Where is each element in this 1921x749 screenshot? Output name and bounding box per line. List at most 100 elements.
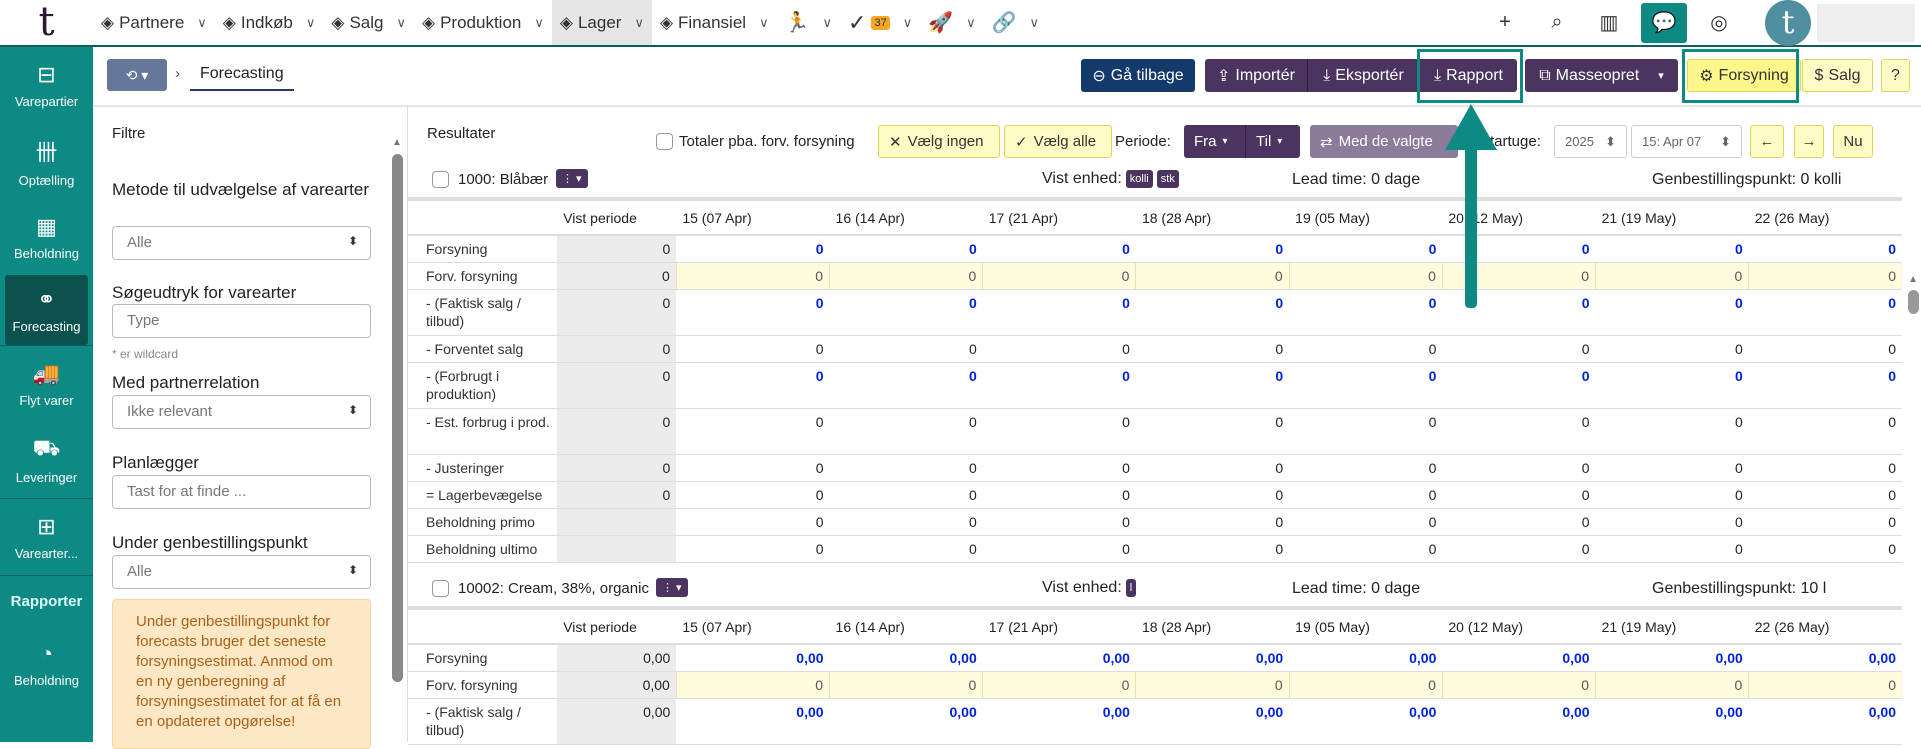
sidebar-item-flyt-varer[interactable]: 🚚 Flyt varer <box>0 346 93 422</box>
forecast-input-cell[interactable]: 0 <box>829 671 983 699</box>
value-cell[interactable]: 0 <box>982 235 1136 263</box>
reorder-select[interactable]: Alle ⬍ <box>112 555 371 589</box>
value-cell[interactable]: 0 <box>1289 235 1443 263</box>
unit-toggle[interactable]: stk <box>1156 170 1179 188</box>
value-cell[interactable]: 0 <box>1289 362 1443 409</box>
mass-create-button[interactable]: ⧉ Masseopret ▾ <box>1525 59 1678 92</box>
item-menu-dropdown[interactable]: ⋮ ▾ <box>556 169 588 188</box>
value-cell[interactable]: 0,00 <box>676 698 830 745</box>
period-from-dropdown[interactable]: Fra ▾ <box>1184 125 1245 158</box>
value-cell[interactable]: 0 <box>1135 362 1290 409</box>
value-cell[interactable]: 0 <box>1135 289 1290 336</box>
period-to-dropdown[interactable]: Til ▾ <box>1245 125 1300 158</box>
chat-icon[interactable]: 💬 <box>1641 2 1687 43</box>
value-cell[interactable]: 0 <box>676 235 830 263</box>
forecast-input-cell[interactable]: 0 <box>675 671 830 699</box>
prev-week-button[interactable]: ← <box>1750 125 1784 158</box>
avatar[interactable]: t <box>1765 0 1811 46</box>
week-select[interactable]: 15: Apr 07 ⬍ <box>1631 125 1742 158</box>
value-cell[interactable]: 0 <box>1595 362 1749 409</box>
forecast-input-cell[interactable]: 0 <box>1288 671 1443 699</box>
value-cell[interactable]: 0 <box>1442 362 1596 409</box>
method-select[interactable]: Alle ⬍ <box>112 226 371 260</box>
sidebar-item-optaelling[interactable]: 卌 Optælling <box>0 123 93 199</box>
select-none-button[interactable]: ✕ Vælg ingen <box>878 125 1000 158</box>
forecast-input-cell[interactable]: 0 <box>1135 262 1290 290</box>
breadcrumb-current[interactable]: Forecasting <box>190 61 294 91</box>
back-button[interactable]: ⊖ Gå tilbage <box>1081 59 1195 92</box>
supply-button[interactable]: ⚙ Forsyning <box>1687 59 1801 92</box>
value-cell[interactable]: 0,00 <box>1595 698 1749 745</box>
value-cell[interactable]: 0 <box>1748 235 1902 263</box>
forecast-input-cell[interactable]: 0 <box>829 262 983 290</box>
value-cell[interactable]: 0 <box>829 235 983 263</box>
barcode-icon[interactable]: ▥ <box>1599 12 1619 34</box>
value-cell[interactable]: 0 <box>676 362 830 409</box>
value-cell[interactable]: 0,00 <box>1289 644 1443 672</box>
nav-item-lager[interactable]: ◈ Lager ∨ <box>551 0 652 45</box>
forecast-input-cell[interactable]: 0 <box>1135 671 1290 699</box>
select-all-button[interactable]: ✓ Vælg alle <box>1004 125 1112 158</box>
sales-button[interactable]: $ Salg <box>1802 59 1873 92</box>
item-checkbox[interactable] <box>432 580 449 597</box>
forecast-input-cell[interactable]: 0 <box>1748 671 1902 699</box>
partner-select[interactable]: Ikke relevant ⬍ <box>112 395 371 429</box>
unit-toggle[interactable]: l <box>1125 579 1137 597</box>
search-input[interactable]: Type <box>112 304 371 338</box>
value-cell[interactable]: 0,00 <box>676 644 830 672</box>
nav-links[interactable]: 🔗 ∨ <box>984 0 1047 45</box>
with-selected-button[interactable]: ⇄ Med de valgte <box>1310 125 1458 158</box>
scroll-up-icon[interactable]: ▲ <box>1908 274 1918 285</box>
value-cell[interactable]: 0,00 <box>1442 698 1596 745</box>
value-cell[interactable]: 0,00 <box>982 644 1136 672</box>
item-menu-dropdown[interactable]: ⋮ ▾ <box>656 578 688 597</box>
item-checkbox[interactable] <box>432 171 449 188</box>
value-cell[interactable]: 0 <box>1595 289 1749 336</box>
export-button[interactable]: ⤓ Eksportér <box>1307 59 1419 92</box>
forecast-input-cell[interactable]: 0 <box>982 262 1136 290</box>
nav-tasks[interactable]: ✓ 37 ∨ <box>840 0 920 45</box>
checkbox[interactable] <box>656 133 673 150</box>
report-button[interactable]: ⤓ Rapport <box>1419 59 1517 92</box>
value-cell[interactable]: 0,00 <box>982 698 1136 745</box>
value-cell[interactable]: 0 <box>982 289 1136 336</box>
search-icon[interactable]: ⌕ <box>1551 11 1563 33</box>
planner-input[interactable]: Tast for at finde ... <box>112 475 371 509</box>
sidebar-item-varearter[interactable]: ⊞ Varearter... <box>0 499 93 575</box>
totals-checkbox[interactable]: Totaler pba. forv. forsyning <box>646 125 865 158</box>
forecast-input-cell[interactable]: 0 <box>1595 262 1749 290</box>
nav-item-salg[interactable]: ◈ Salg ∨ <box>323 0 414 45</box>
next-week-button[interactable]: → <box>1794 125 1824 158</box>
value-cell[interactable]: 0,00 <box>1748 644 1902 672</box>
forecast-input-cell[interactable]: 0 <box>1748 262 1902 290</box>
lifebuoy-icon[interactable]: ◎ <box>1710 12 1728 34</box>
forecast-input-cell[interactable]: 0 <box>1441 671 1596 699</box>
value-cell[interactable]: 0,00 <box>829 698 983 745</box>
value-cell[interactable]: 0,00 <box>1595 644 1749 672</box>
forecast-input-cell[interactable]: 0 <box>1595 671 1749 699</box>
nav-item-partnere[interactable]: ◈ Partnere ∨ <box>93 0 215 45</box>
sidebar-item-leveringer[interactable]: ⛟ Leveringer <box>0 422 93 498</box>
unit-toggle[interactable]: kolli <box>1125 170 1153 188</box>
value-cell[interactable]: 0 <box>1748 362 1902 409</box>
filter-scrollbar[interactable] <box>392 154 403 682</box>
forecast-input-cell[interactable]: 0 <box>1288 262 1443 290</box>
value-cell[interactable]: 0,00 <box>1748 698 1902 745</box>
sidebar-item-report-beholdning[interactable]: ◔ Beholdning <box>0 626 93 702</box>
sidebar-item-forecasting[interactable]: ⚭ Forecasting <box>5 275 88 345</box>
value-cell[interactable]: 0 <box>1289 289 1443 336</box>
nav-rocket[interactable]: 🚀 ∨ <box>920 0 983 45</box>
add-icon[interactable]: + <box>1499 11 1511 33</box>
value-cell[interactable]: 0,00 <box>1289 698 1443 745</box>
value-cell[interactable]: 0,00 <box>1135 698 1290 745</box>
sidebar-item-varepartier[interactable]: ⊟ Varepartier <box>0 47 93 123</box>
value-cell[interactable]: 0 <box>1595 235 1749 263</box>
value-cell[interactable]: 0 <box>676 289 830 336</box>
forecast-input-cell[interactable]: 0 <box>675 262 830 290</box>
nav-item-finansiel[interactable]: ◈ Finansiel ∨ <box>652 0 777 45</box>
sidebar-item-beholdning[interactable]: ▦ Beholdning <box>0 199 93 275</box>
value-cell[interactable]: 0 <box>982 362 1136 409</box>
value-cell[interactable]: 0 <box>1748 289 1902 336</box>
now-button[interactable]: Nu <box>1833 125 1873 158</box>
scroll-up-icon[interactable]: ▲ <box>392 137 402 148</box>
